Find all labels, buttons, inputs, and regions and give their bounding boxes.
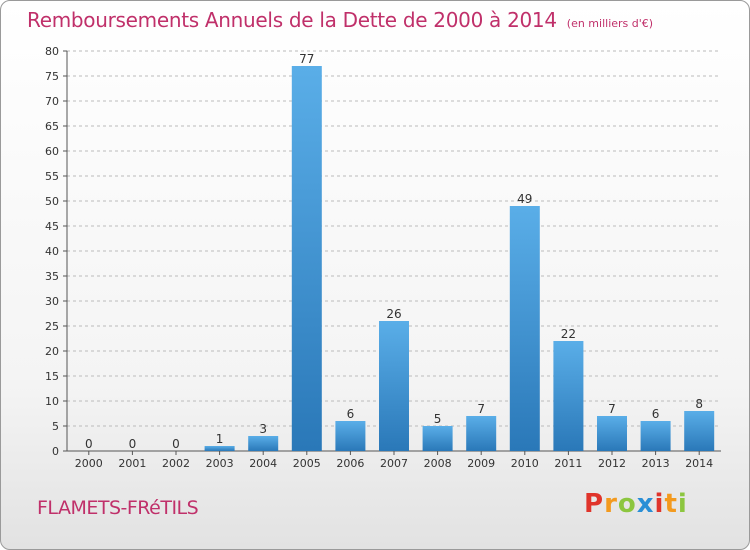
y-tick-label: 65 [45,120,59,133]
value-label-2004: 3 [259,422,267,436]
value-label-2005: 77 [299,52,314,66]
y-tick-label: 25 [45,320,59,333]
x-tick-label-2002: 2002 [162,457,190,470]
value-label-2006: 6 [347,407,355,421]
logo-letter: r [604,489,618,519]
x-tick-label-2009: 2009 [467,457,495,470]
x-tick-label-2012: 2012 [598,457,626,470]
bar-2011 [553,341,584,451]
logo-letter: t [664,489,678,519]
logo-letter: x [636,489,655,519]
x-tick-label-2001: 2001 [118,457,146,470]
bar-2009 [466,416,497,451]
y-tick-label: 45 [45,220,59,233]
proxiti-logo: Proxiti [584,489,688,519]
x-tick-label-2013: 2013 [642,457,670,470]
unit-note: (en milliers d'€) [566,17,654,30]
y-tick-label: 75 [45,70,59,83]
y-tick-label: 60 [45,145,59,158]
value-label-2000: 0 [85,437,93,451]
logo-letter: P [584,489,605,519]
y-tick-label: 55 [45,170,59,183]
value-label-2007: 26 [386,307,401,321]
value-label-2010: 49 [517,192,532,206]
value-label-2012: 7 [608,402,616,416]
x-tick-label-2005: 2005 [293,457,321,470]
x-tick-label-2006: 2006 [336,457,364,470]
value-label-2009: 7 [477,402,485,416]
bar-2004 [248,436,279,451]
x-tick-label-2007: 2007 [380,457,408,470]
y-tick-label: 10 [45,395,59,408]
value-label-2008: 5 [434,412,442,426]
y-tick-label: 50 [45,195,59,208]
y-tick-label: 70 [45,95,59,108]
y-tick-label: 30 [45,295,59,308]
logo-letter: i [677,489,688,519]
x-tick-label-2014: 2014 [685,457,713,470]
bar-2007 [379,321,409,451]
x-tick-label-2011: 2011 [554,457,582,470]
bar-2012 [597,416,627,451]
y-tick-label: 35 [45,270,59,283]
value-label-2002: 0 [172,437,180,451]
bar-2003 [204,446,235,451]
bar-2008 [422,426,453,451]
value-labels: 0 0 0 1 3 77 6 26 5 7 49 22 7 6 8 [85,52,703,451]
value-label-2013: 6 [652,407,660,421]
x-tick-label-2008: 2008 [424,457,452,470]
bars [204,66,715,451]
y-tick-label: 40 [45,245,59,258]
y-tick-label: 80 [45,45,59,58]
bar-2006 [335,421,366,451]
value-label-2014: 8 [695,397,703,411]
x-tick-label-2003: 2003 [206,457,234,470]
y-tick-label: 0 [52,445,59,458]
x-tick-label-2004: 2004 [249,457,277,470]
logo-letter: i [654,489,665,519]
bar-2013 [640,421,671,451]
value-label-2003: 1 [216,432,224,446]
x-tick-label-2000: 2000 [75,457,103,470]
bar-2005 [291,66,322,451]
x-tick-label-2010: 2010 [511,457,539,470]
y-tick-label: 15 [45,370,59,383]
bar-2010 [509,206,540,451]
value-label-2001: 0 [129,437,137,451]
chart-title: Remboursements Annuels de la Dette de 20… [27,8,653,32]
bar-2014 [684,411,715,451]
y-tick-label: 5 [52,420,59,433]
logo-letter: o [617,489,637,519]
commune-name: FLAMETS-FRéTILS [37,497,199,519]
value-label-2011: 22 [561,327,576,341]
y-tick-label: 20 [45,345,59,358]
chart-title-text: Remboursements Annuels de la Dette de 20… [27,8,557,32]
